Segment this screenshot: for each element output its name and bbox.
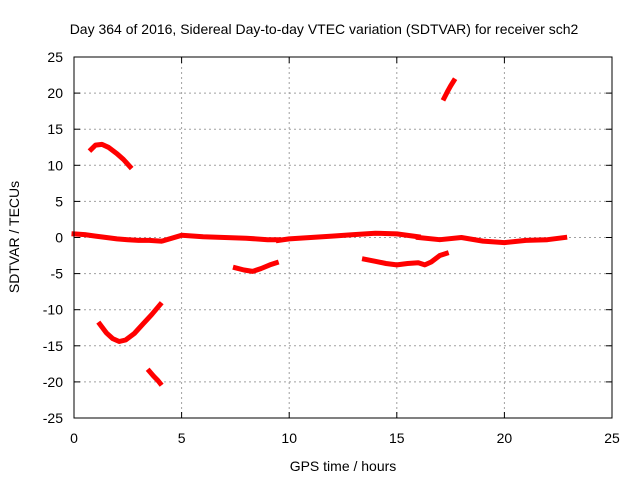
y-tick-label: 15 [47,121,63,137]
x-tick-label: 10 [281,430,297,446]
series-arc-near-zero-1 [71,231,163,244]
y-tick-label: -15 [43,338,63,354]
y-tick-label: 20 [47,85,63,101]
x-tick-label: 15 [389,430,405,446]
series-arc-hour-14 [361,250,450,268]
series-arc-near-zero-4 [415,234,568,246]
y-tick-label: 5 [55,193,63,209]
axis-ticks [73,56,613,419]
y-tick-label: 25 [47,49,63,65]
y-tick-label: -20 [43,374,63,390]
series-arc-near-zero-3 [275,230,422,244]
x-tick-label: 0 [70,430,78,446]
y-axis-label: SDTVAR / TECUs [6,181,22,293]
y-tick-label: 0 [55,230,63,246]
y-tick-label: -25 [43,410,63,426]
series-arc-dip-negative [96,301,164,344]
x-tick-label: 20 [497,430,513,446]
series-arc-hour-8 [232,259,280,274]
y-tick-label: 10 [47,157,63,173]
data-series [71,77,568,387]
x-axis-label: GPS time / hours [290,458,397,474]
series-arc-near-zero-2 [161,232,281,244]
series-arc-hump-positive [87,141,134,171]
series-arc-late-dip [145,367,164,387]
x-tick-label: 5 [178,430,186,446]
y-tick-label: -10 [43,302,63,318]
x-tick-labels: 0 5 10 15 20 25 [70,430,620,446]
x-tick-label: 25 [604,430,620,446]
y-tick-label: -5 [51,266,64,282]
y-tick-labels: -25 -20 -15 -10 -5 0 5 10 15 20 25 [43,49,63,426]
chart-title: Day 364 of 2016, Sidereal Day-to-day VTE… [70,21,579,37]
series-arc-high-positive [440,77,458,102]
